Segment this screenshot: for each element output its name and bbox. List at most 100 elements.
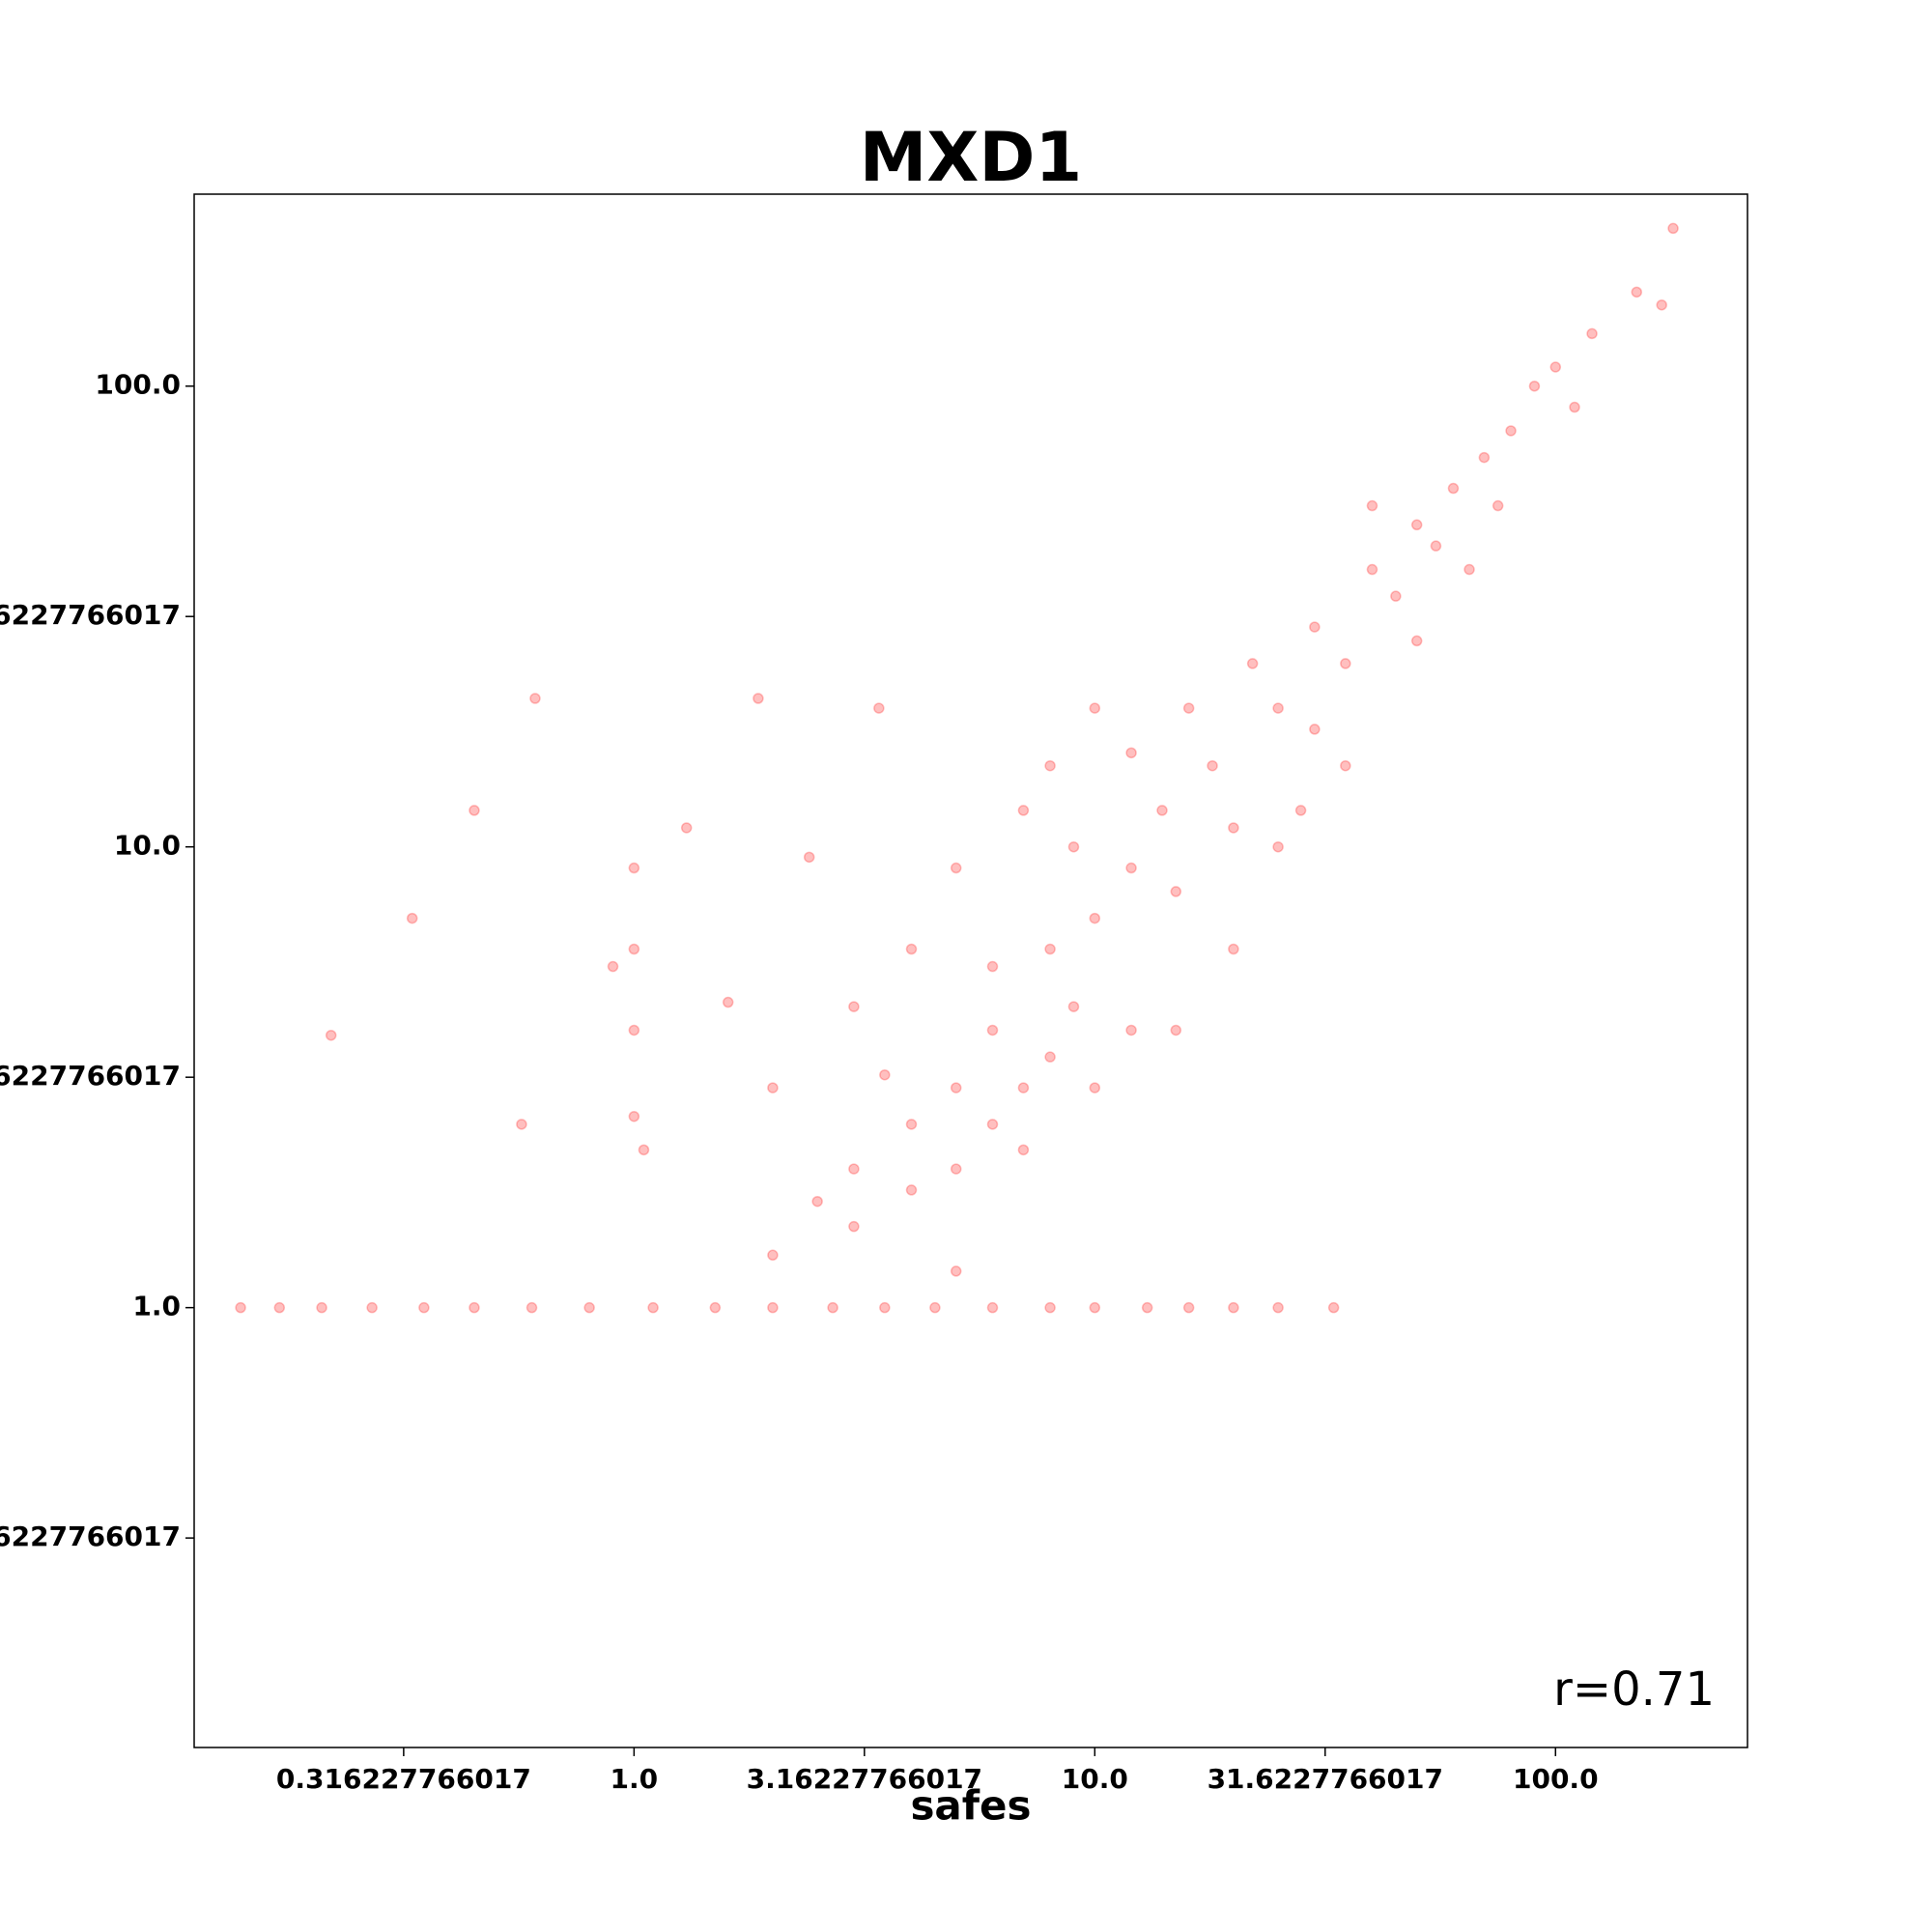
- point: [1272, 1301, 1284, 1314]
- point: [767, 1301, 779, 1314]
- point: [1667, 222, 1679, 235]
- point: [950, 1265, 962, 1277]
- point: [325, 1029, 337, 1041]
- point: [638, 1144, 650, 1156]
- point: [950, 1163, 962, 1175]
- point: [1067, 1001, 1080, 1012]
- point: [753, 693, 764, 704]
- point: [1410, 519, 1423, 531]
- point: [1569, 401, 1580, 413]
- point: [607, 960, 619, 973]
- point: [929, 1301, 941, 1314]
- y-tick-label: 3.16227766017: [0, 1060, 181, 1092]
- point: [1089, 1082, 1101, 1094]
- point: [1044, 1051, 1056, 1063]
- point: [529, 693, 541, 704]
- point: [905, 1184, 918, 1196]
- point: [873, 702, 885, 714]
- point: [1170, 1024, 1182, 1037]
- point: [469, 1301, 480, 1314]
- point: [1125, 1024, 1137, 1037]
- point: [1390, 590, 1402, 602]
- point: [950, 1082, 962, 1094]
- point: [583, 1301, 595, 1314]
- point: [1549, 361, 1562, 373]
- x-tick-label: 0.316227766017: [276, 1763, 531, 1795]
- y-tick-label: 10.0: [114, 830, 181, 862]
- point: [1044, 1301, 1056, 1314]
- point: [1207, 759, 1218, 772]
- x-tick-label: 31.6227766017: [1208, 1763, 1443, 1795]
- point: [235, 1301, 246, 1314]
- point: [722, 996, 734, 1009]
- point: [1182, 1301, 1195, 1314]
- y-tick-label: 1.0: [132, 1291, 181, 1322]
- y-tick-label: 31.6227766017: [0, 599, 181, 631]
- y-tick-label: 100.0: [95, 369, 181, 401]
- point: [1447, 482, 1460, 495]
- point: [709, 1301, 722, 1314]
- point: [418, 1301, 430, 1314]
- point: [1272, 840, 1284, 853]
- point: [811, 1195, 823, 1208]
- point: [1366, 563, 1378, 576]
- point: [848, 1220, 860, 1233]
- point: [950, 862, 962, 874]
- x-tick-label: 100.0: [1513, 1763, 1599, 1795]
- point: [1017, 805, 1030, 816]
- point: [273, 1301, 286, 1314]
- point: [628, 862, 640, 874]
- point: [366, 1301, 378, 1314]
- point: [1017, 1082, 1030, 1094]
- annotation: r=0.71: [1553, 1662, 1715, 1717]
- point: [848, 1163, 860, 1175]
- point: [1170, 886, 1182, 897]
- x-axis-label: safes: [910, 1782, 1031, 1830]
- point: [1125, 862, 1137, 874]
- point: [986, 1119, 999, 1130]
- point: [1246, 658, 1259, 669]
- point: [1309, 621, 1321, 633]
- point: [1528, 380, 1541, 392]
- point: [1478, 451, 1491, 464]
- point: [1182, 702, 1195, 714]
- x-tick-label: 1.0: [611, 1763, 659, 1795]
- point: [1228, 1301, 1239, 1314]
- x-tick-label: 10.0: [1062, 1763, 1128, 1795]
- point: [1156, 805, 1168, 816]
- point: [1044, 759, 1056, 772]
- point: [1327, 1301, 1340, 1314]
- point: [879, 1301, 891, 1314]
- point: [827, 1301, 838, 1314]
- point: [526, 1301, 538, 1314]
- point: [647, 1301, 659, 1314]
- point: [680, 822, 693, 834]
- point: [879, 1068, 891, 1081]
- point: [1656, 298, 1667, 311]
- point: [469, 805, 480, 816]
- point: [1631, 286, 1643, 298]
- point: [1125, 747, 1137, 759]
- y-tick-label: 0.316227766017: [0, 1520, 181, 1552]
- point: [767, 1082, 779, 1094]
- point: [1340, 658, 1351, 669]
- chart-title: MXD1: [860, 118, 1082, 197]
- point: [767, 1249, 779, 1262]
- point: [986, 1024, 999, 1037]
- point: [848, 1001, 860, 1012]
- point: [905, 1119, 918, 1130]
- point: [1067, 840, 1080, 853]
- point: [1366, 499, 1378, 512]
- point: [1294, 805, 1307, 816]
- point: [986, 960, 999, 973]
- point: [1017, 1144, 1030, 1156]
- x-tick-label: 3.16227766017: [747, 1763, 982, 1795]
- point: [628, 1024, 640, 1037]
- point: [1463, 563, 1475, 576]
- point: [1228, 822, 1239, 834]
- points: [235, 222, 1679, 1314]
- point: [406, 912, 418, 924]
- point: [986, 1301, 999, 1314]
